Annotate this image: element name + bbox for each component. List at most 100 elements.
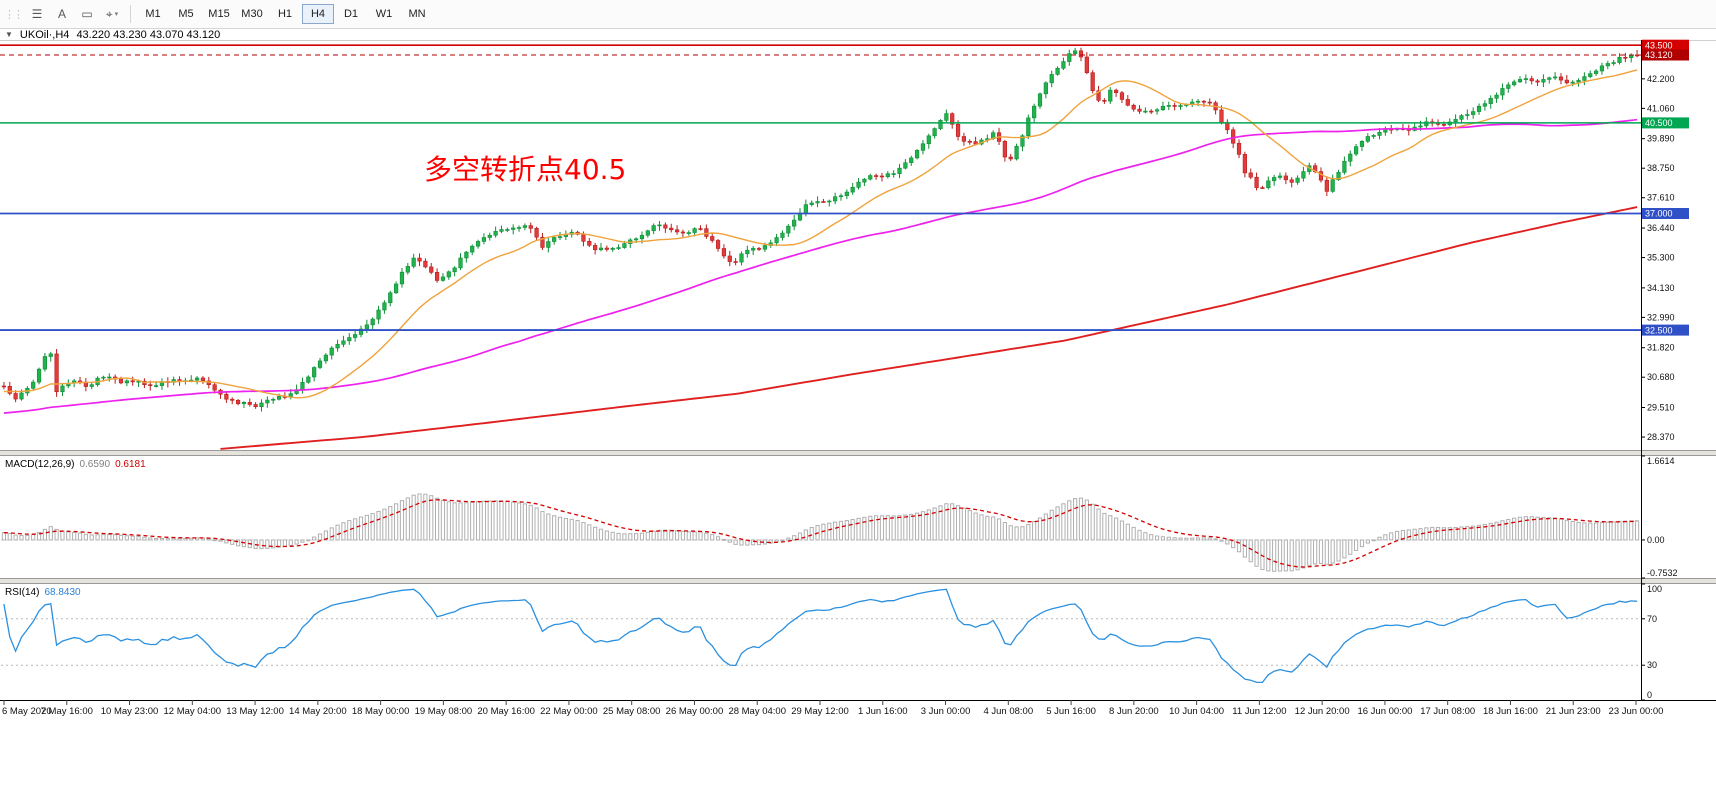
svg-text:12 Jun 20:00: 12 Jun 20:00 bbox=[1295, 706, 1350, 717]
rsi-line bbox=[3, 588, 1638, 684]
cursor-tool-icon[interactable]: ⌖ ▾ bbox=[105, 6, 119, 21]
line-studies-tool-icon[interactable]: ☰ bbox=[31, 7, 43, 21]
timeframe-m30[interactable]: M30 bbox=[241, 8, 263, 20]
svg-text:6 May 2020: 6 May 2020 bbox=[2, 706, 52, 717]
macd-label: MACD(12,26,9) 0.6590 0.6181 bbox=[5, 459, 146, 470]
svg-text:28 May 04:00: 28 May 04:00 bbox=[728, 706, 786, 717]
timeframe-h1[interactable]: H1 bbox=[277, 8, 293, 20]
svg-text:0: 0 bbox=[1647, 690, 1652, 700]
price-line-badge: 37.000 bbox=[1642, 208, 1689, 219]
svg-text:19 May 08:00: 19 May 08:00 bbox=[415, 706, 473, 717]
ohlc-values: 43.220 43.230 43.070 43.120 bbox=[76, 29, 221, 41]
candles-layer bbox=[1, 47, 1640, 412]
svg-text:22 May 00:00: 22 May 00:00 bbox=[540, 706, 598, 717]
ma-mid-line bbox=[3, 118, 1638, 414]
svg-text:23 Jun 00:00: 23 Jun 00:00 bbox=[1609, 706, 1664, 717]
timeframe-m1[interactable]: M1 bbox=[145, 8, 161, 20]
svg-text:30: 30 bbox=[1647, 660, 1657, 670]
svg-text:18 Jun 16:00: 18 Jun 16:00 bbox=[1483, 706, 1538, 717]
timeframe-d1[interactable]: D1 bbox=[343, 8, 359, 20]
svg-text:43.120: 43.120 bbox=[1645, 50, 1673, 60]
toolbar: ⋮⋮ ☰ A ▭ ⌖ ▾ M1 M5 M15 M30 H1 H4 D1 W1 MN bbox=[0, 0, 1716, 29]
timeframe-mn[interactable]: MN bbox=[408, 8, 426, 20]
rsi-axis[interactable]: 100 70 30 0 bbox=[1641, 583, 1663, 701]
svg-text:1.6614: 1.6614 bbox=[1647, 456, 1675, 466]
svg-text:18 May 00:00: 18 May 00:00 bbox=[352, 706, 410, 717]
svg-text:11 Jun 12:00: 11 Jun 12:00 bbox=[1232, 706, 1286, 717]
svg-text:28.370: 28.370 bbox=[1647, 432, 1675, 442]
svg-text:42.200: 42.200 bbox=[1647, 74, 1675, 84]
svg-text:39.890: 39.890 bbox=[1647, 134, 1675, 144]
svg-text:12 May 04:00: 12 May 04:00 bbox=[164, 706, 222, 717]
svg-text:70: 70 bbox=[1647, 614, 1657, 624]
svg-text:-0.7532: -0.7532 bbox=[1647, 568, 1678, 578]
macd-axis[interactable]: 1.6614 0.00 -0.7532 bbox=[1641, 455, 1678, 579]
svg-text:13 May 12:00: 13 May 12:00 bbox=[226, 706, 284, 717]
svg-text:20 May 16:00: 20 May 16:00 bbox=[477, 706, 535, 717]
toolbar-grip[interactable]: ⋮⋮ bbox=[4, 8, 24, 21]
chart-title: ▼ UKOil·,H4 43.220 43.230 43.070 43.120 bbox=[5, 29, 220, 41]
timeframe-h4[interactable]: H4 bbox=[302, 4, 334, 24]
svg-text:37.000: 37.000 bbox=[1645, 209, 1673, 219]
macd-main-value: 0.6590 bbox=[79, 459, 111, 470]
timeframe-m15[interactable]: M15 bbox=[208, 8, 230, 20]
svg-text:8 Jun 20:00: 8 Jun 20:00 bbox=[1109, 706, 1159, 717]
price-axis[interactable]: 42.200 41.060 39.890 38.750 37.610 36.440 35.3… bbox=[1641, 74, 1675, 442]
macd-signal-value: 0.6181 bbox=[115, 459, 146, 470]
svg-text:29.510: 29.510 bbox=[1647, 403, 1675, 413]
svg-text:21 Jun 23:00: 21 Jun 23:00 bbox=[1546, 706, 1601, 717]
timeframe-toolbar: M1 M5 M15 M30 H1 H4 D1 W1 MN bbox=[137, 4, 433, 24]
svg-text:26 May 00:00: 26 May 00:00 bbox=[666, 706, 724, 717]
svg-text:1 Jun 16:00: 1 Jun 16:00 bbox=[858, 706, 908, 717]
svg-text:43.500: 43.500 bbox=[1645, 40, 1673, 50]
svg-text:30.680: 30.680 bbox=[1647, 372, 1675, 382]
svg-text:29 May 12:00: 29 May 12:00 bbox=[791, 706, 849, 717]
svg-text:3 Jun 00:00: 3 Jun 00:00 bbox=[921, 706, 971, 717]
macd-histogram bbox=[1, 493, 1640, 572]
svg-text:25 May 08:00: 25 May 08:00 bbox=[603, 706, 661, 717]
svg-text:0.00: 0.00 bbox=[1647, 535, 1665, 545]
chart-annotation-text: 多空转折点40.5 bbox=[424, 153, 627, 186]
svg-text:4 Jun 08:00: 4 Jun 08:00 bbox=[983, 706, 1033, 717]
svg-text:35.300: 35.300 bbox=[1647, 253, 1675, 263]
macd-signal-line bbox=[3, 499, 1638, 568]
price-line-badge: 32.500 bbox=[1642, 324, 1689, 336]
svg-text:34.130: 34.130 bbox=[1647, 283, 1675, 293]
timeframe-m5[interactable]: M5 bbox=[178, 8, 194, 20]
ma-fast-line bbox=[3, 69, 1638, 399]
svg-text:31.820: 31.820 bbox=[1647, 343, 1675, 353]
svg-text:38.750: 38.750 bbox=[1647, 163, 1675, 173]
price-line-badge: 43.120 bbox=[1642, 49, 1689, 61]
ma-slow-line bbox=[220, 206, 1638, 450]
svg-text:14 May 20:00: 14 May 20:00 bbox=[289, 706, 347, 717]
dropdown-caret-icon: ▾ bbox=[114, 11, 119, 18]
svg-text:32.990: 32.990 bbox=[1647, 312, 1675, 322]
macd-name: MACD(12,26,9) bbox=[5, 459, 75, 470]
text-label-tool-icon[interactable]: A bbox=[57, 7, 66, 21]
svg-text:17 Jun 08:00: 17 Jun 08:00 bbox=[1420, 706, 1475, 717]
svg-text:7 May 16:00: 7 May 16:00 bbox=[41, 706, 93, 717]
svg-text:32.500: 32.500 bbox=[1645, 325, 1673, 335]
price-line-badge: 40.500 bbox=[1642, 117, 1689, 129]
symbol-period-label: UKOil·,H4 bbox=[19, 29, 70, 41]
svg-text:41.060: 41.060 bbox=[1647, 103, 1675, 113]
svg-text:36.440: 36.440 bbox=[1647, 223, 1675, 233]
one-click-trading-icon[interactable]: ▼ bbox=[5, 30, 13, 39]
panel-divider[interactable] bbox=[0, 450, 1716, 456]
timeframe-w1[interactable]: W1 bbox=[375, 8, 393, 20]
shapes-tool-icon[interactable]: ▭ bbox=[81, 7, 93, 21]
panel-divider[interactable] bbox=[0, 578, 1716, 584]
svg-text:10 Jun 04:00: 10 Jun 04:00 bbox=[1169, 706, 1224, 717]
rsi-label: RSI(14) 68.8430 bbox=[5, 587, 81, 598]
svg-text:40.500: 40.500 bbox=[1645, 118, 1673, 128]
svg-text:100: 100 bbox=[1647, 584, 1662, 594]
line-studies-toolbar: ☰ A ▭ ⌖ ▾ bbox=[25, 3, 124, 25]
svg-text:5 Jun 16:00: 5 Jun 16:00 bbox=[1046, 706, 1096, 717]
rsi-value: 68.8430 bbox=[44, 587, 81, 598]
svg-text:16 Jun 00:00: 16 Jun 00:00 bbox=[1357, 706, 1412, 717]
svg-text:10 May 23:00: 10 May 23:00 bbox=[101, 706, 159, 717]
